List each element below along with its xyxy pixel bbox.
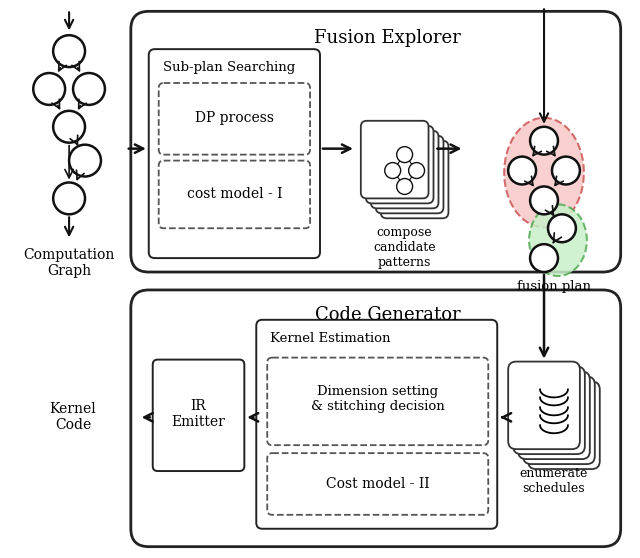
Text: Dimension setting
& stitching decision: Dimension setting & stitching decision: [311, 386, 445, 413]
Text: Fusion Explorer: Fusion Explorer: [314, 29, 461, 47]
FancyBboxPatch shape: [148, 49, 320, 258]
Circle shape: [53, 111, 85, 143]
Text: Sub-plan Searching: Sub-plan Searching: [163, 61, 295, 74]
Text: Kernel
Code: Kernel Code: [50, 402, 97, 432]
Circle shape: [33, 73, 65, 105]
FancyBboxPatch shape: [361, 121, 429, 199]
Circle shape: [73, 73, 105, 105]
Circle shape: [397, 179, 413, 194]
Ellipse shape: [504, 118, 584, 227]
FancyBboxPatch shape: [508, 362, 580, 449]
Ellipse shape: [529, 204, 587, 276]
Text: Code Generator: Code Generator: [315, 306, 461, 324]
Text: Cost model - II: Cost model - II: [326, 477, 429, 491]
Circle shape: [552, 157, 580, 185]
FancyBboxPatch shape: [159, 83, 310, 155]
Text: DP process: DP process: [195, 111, 274, 125]
FancyBboxPatch shape: [376, 136, 444, 213]
Text: Computation
Graph: Computation Graph: [24, 248, 115, 278]
Circle shape: [53, 182, 85, 214]
Circle shape: [508, 157, 536, 185]
Circle shape: [530, 127, 558, 155]
Text: cost model - I: cost model - I: [187, 187, 282, 201]
FancyBboxPatch shape: [518, 372, 590, 459]
Text: fusion plan: fusion plan: [517, 280, 591, 293]
Text: IR
Emitter: IR Emitter: [172, 399, 225, 430]
FancyBboxPatch shape: [371, 131, 438, 208]
FancyBboxPatch shape: [131, 11, 621, 272]
Circle shape: [408, 162, 424, 179]
Text: compose
candidate
patterns: compose candidate patterns: [373, 226, 436, 270]
Text: enumerate
schedules: enumerate schedules: [520, 467, 588, 495]
FancyBboxPatch shape: [381, 141, 449, 218]
Circle shape: [548, 214, 576, 242]
Circle shape: [385, 162, 401, 179]
Circle shape: [53, 35, 85, 67]
FancyBboxPatch shape: [131, 290, 621, 547]
Circle shape: [397, 147, 413, 162]
FancyBboxPatch shape: [366, 126, 433, 203]
Text: Kernel Estimation: Kernel Estimation: [270, 332, 390, 345]
Circle shape: [530, 244, 558, 272]
FancyBboxPatch shape: [268, 453, 488, 515]
Circle shape: [530, 186, 558, 214]
FancyBboxPatch shape: [513, 367, 585, 454]
FancyBboxPatch shape: [153, 359, 244, 471]
FancyBboxPatch shape: [523, 377, 595, 464]
FancyBboxPatch shape: [268, 358, 488, 445]
FancyBboxPatch shape: [159, 161, 310, 228]
Circle shape: [69, 145, 101, 176]
FancyBboxPatch shape: [256, 320, 497, 529]
FancyBboxPatch shape: [528, 382, 600, 469]
